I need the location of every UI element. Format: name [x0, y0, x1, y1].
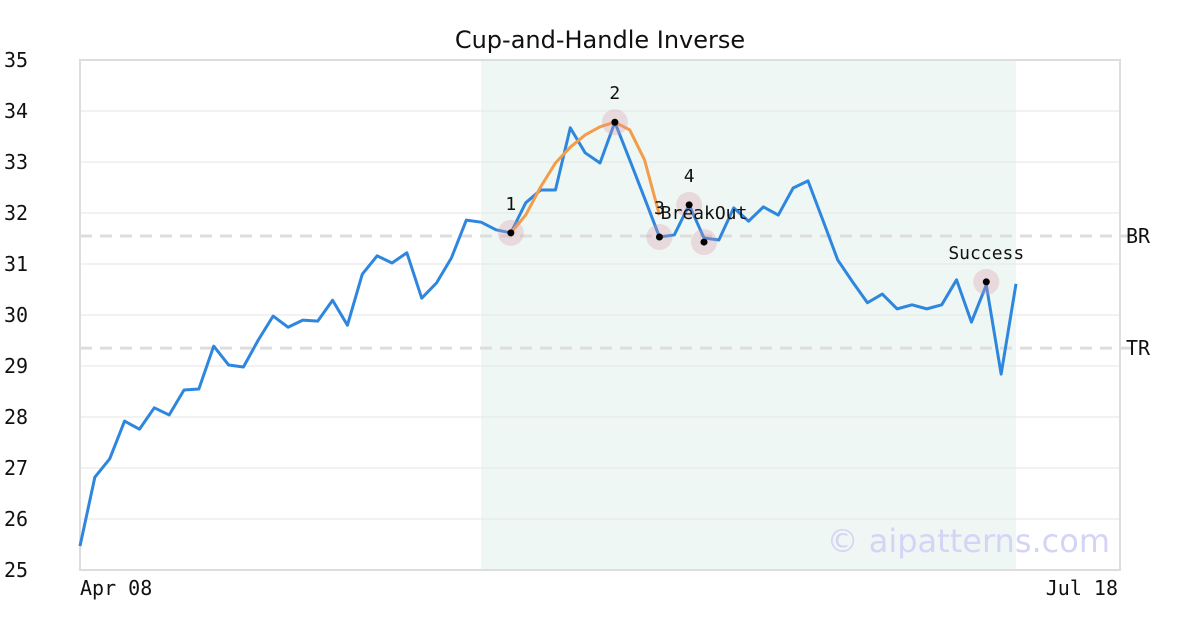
chart-title: Cup-and-Handle Inverse — [455, 26, 745, 54]
y-tick-label: 34 — [4, 99, 28, 123]
level-label: TR — [1126, 336, 1151, 360]
x-tick-label: Apr 08 — [80, 576, 152, 600]
y-tick-label: 31 — [4, 252, 28, 276]
marker-dot — [611, 118, 619, 126]
y-tick-label: 28 — [4, 405, 28, 429]
y-tick-label: 30 — [4, 303, 28, 327]
marker-label: Success — [948, 243, 1024, 264]
marker-label: BreakOut — [661, 203, 748, 224]
marker-dot — [700, 238, 708, 246]
marker-dot — [982, 278, 990, 286]
price-line — [509, 120, 661, 234]
y-tick-label: 32 — [4, 201, 28, 225]
price-line — [78, 120, 1018, 547]
marker-label: 1 — [505, 194, 516, 215]
y-tick-label: 35 — [4, 48, 28, 72]
plot-frame — [79, 59, 1121, 571]
y-tick-label: 33 — [4, 150, 28, 174]
watermark: © aipatterns.com — [827, 522, 1110, 560]
level-label: BR — [1126, 224, 1151, 248]
marker-dot — [507, 229, 515, 237]
y-tick-label: 26 — [4, 507, 28, 531]
marker-dot — [685, 201, 693, 209]
y-tick-label: 29 — [4, 354, 28, 378]
marker-dot — [655, 233, 663, 241]
marker-label: 3 — [654, 198, 665, 219]
marker-label: 2 — [609, 83, 620, 104]
x-tick-label: Jul 18 — [1046, 576, 1118, 600]
y-tick-label: 25 — [4, 558, 28, 582]
y-tick-label: 27 — [4, 456, 28, 480]
marker-label: 4 — [684, 166, 695, 187]
